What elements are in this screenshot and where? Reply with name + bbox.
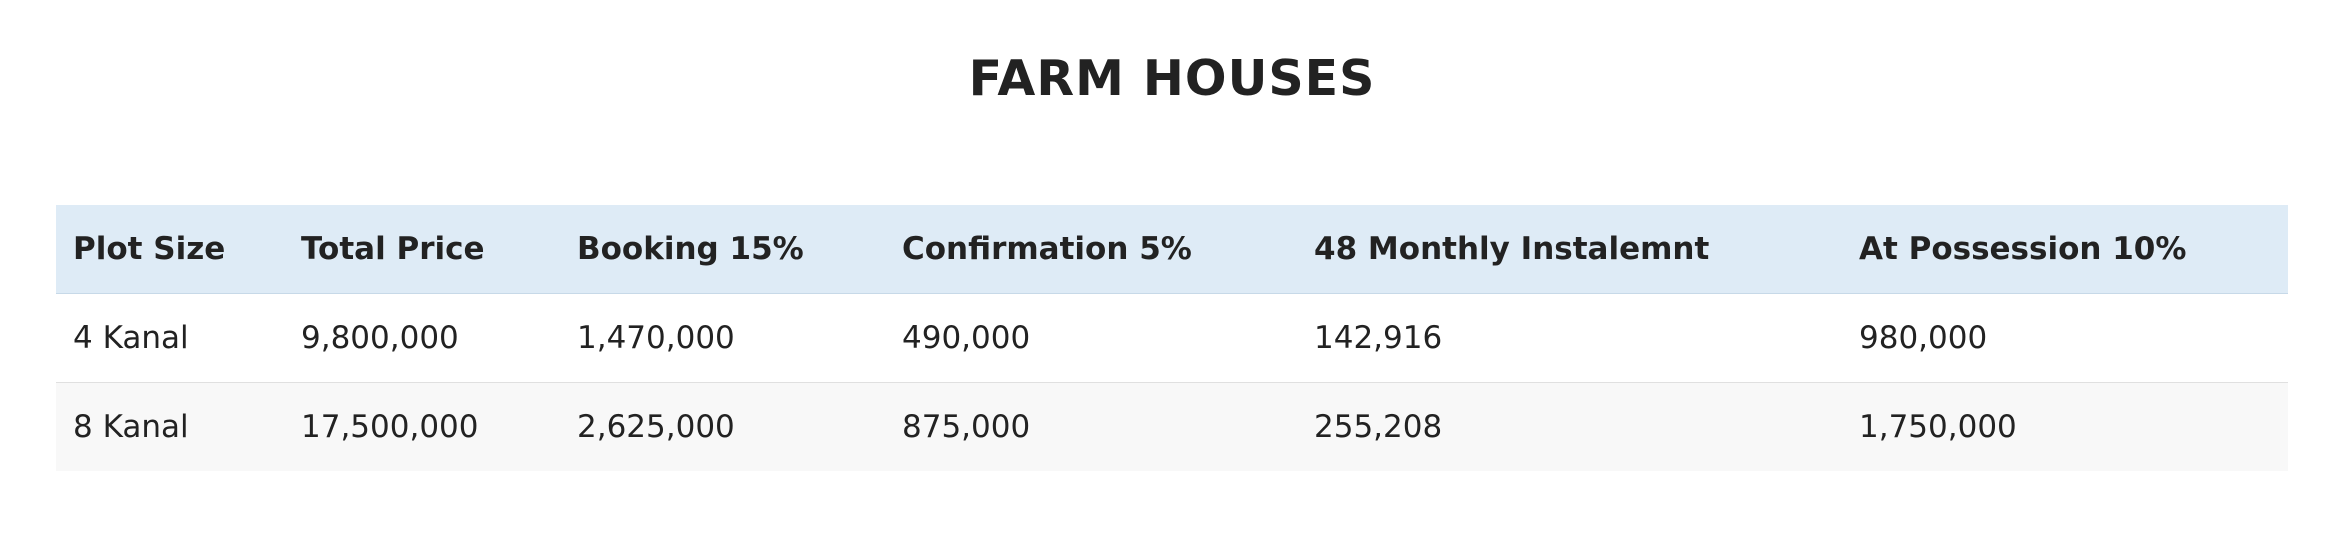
header-total-price: Total Price	[284, 205, 560, 294]
cell-confirmation: 875,000	[902, 408, 1031, 445]
cell-total-price: 9,800,000	[301, 319, 459, 356]
header-at-possession: At Possession 10%	[1842, 205, 2288, 294]
table-row: 8 Kanal 17,500,000 2,625,000 875,000 255…	[56, 382, 2288, 471]
cell-at-possession: 980,000	[1859, 319, 1988, 356]
page-title: FARM HOUSES	[968, 50, 1376, 107]
table-header-row: Plot Size Total Price Booking 15% Confir…	[56, 205, 2288, 294]
cell-monthly-instalment: 142,916	[1314, 319, 1443, 356]
cell-at-possession: 1,750,000	[1859, 408, 2017, 445]
header-monthly-instalment: 48 Monthly Instalemnt	[1297, 205, 1842, 294]
cell-booking: 1,470,000	[577, 319, 735, 356]
cell-total-price: 17,500,000	[301, 408, 479, 445]
header-confirmation: Confirmation 5%	[885, 205, 1297, 294]
cell-plot-size: 4 Kanal	[73, 319, 189, 356]
header-booking: Booking 15%	[560, 205, 885, 294]
cell-monthly-instalment: 255,208	[1314, 408, 1443, 445]
cell-plot-size: 8 Kanal	[73, 408, 189, 445]
table-row: 4 Kanal 9,800,000 1,470,000 490,000 142,…	[56, 293, 2288, 382]
cell-confirmation: 490,000	[902, 319, 1031, 356]
payment-plan-table: Plot Size Total Price Booking 15% Confir…	[56, 205, 2288, 471]
header-plot-size: Plot Size	[56, 205, 284, 294]
cell-booking: 2,625,000	[577, 408, 735, 445]
